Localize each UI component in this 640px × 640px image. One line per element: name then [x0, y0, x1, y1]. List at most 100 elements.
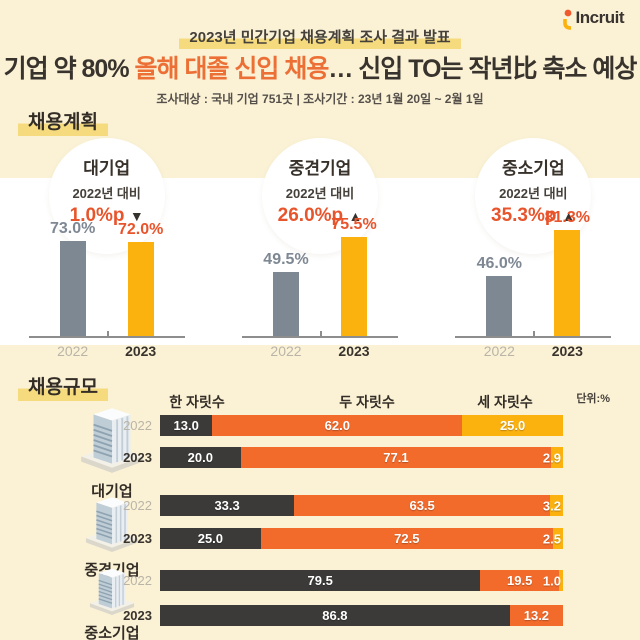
- segment-value: 33.3: [214, 498, 240, 513]
- bar-2023-group: 72.0%: [112, 221, 170, 337]
- segment-double-digit: 72.5: [260, 528, 553, 549]
- delta-value: 1.0%p ▼: [49, 205, 165, 227]
- company-label: 중소기업: [84, 625, 140, 640]
- stacked-bar: 79.5 19.5 1.0: [160, 570, 563, 591]
- segment-value: 2.9: [542, 450, 561, 465]
- row-year-label: 2022: [123, 418, 152, 433]
- plan-chart-badge: 대기업 2022년 대비 1.0%p ▼: [48, 138, 165, 254]
- x-axis: [241, 331, 398, 338]
- plan-chart-badge: 중견기업 2022년 대비 26.0%p ▲: [261, 138, 378, 254]
- segment-triple-digit: 2.5: [543, 528, 563, 549]
- stacked-bar: 33.3 63.5 3.2: [160, 495, 563, 516]
- delta-number: 26.0%p: [277, 205, 344, 226]
- segment-value: 13.2: [523, 608, 550, 623]
- segment-value: 13.0: [173, 418, 199, 433]
- segment-single-digit: 25.0: [160, 528, 261, 549]
- stacked-bar: 25.0 72.5 2.5: [160, 528, 563, 549]
- year-labels: 2022 2023: [44, 343, 170, 359]
- company-name: 중견기업: [288, 159, 352, 178]
- segment-single-digit: 13.0: [160, 415, 213, 436]
- compare-label: 2022년 대비: [285, 186, 355, 201]
- plan-chart-large-company: 대기업 2022년 대비 1.0%p ▼ 73.0% 72.0% 2022 20…: [0, 125, 213, 365]
- year-2022-label: 2022: [483, 343, 515, 359]
- scale-row-small-2023: 2023 86.8 13.2: [0, 605, 640, 626]
- axis-tick: [319, 331, 322, 337]
- segment-single-digit: 20.0: [160, 447, 241, 468]
- segment-value: 25.0: [499, 418, 526, 433]
- segment-single-digit: 79.5: [160, 570, 481, 591]
- title-prefix: 기업 약 80%: [3, 55, 135, 83]
- segment-value: 79.5: [307, 573, 333, 588]
- bar-value-label: 72.0%: [117, 220, 164, 238]
- plan-section-heading-text: 채용계획: [18, 112, 108, 136]
- compare-label: 2022년 대비: [72, 186, 141, 201]
- segment-triple-digit: 1.0: [543, 570, 563, 591]
- row-year-label: 2022: [123, 573, 152, 588]
- segment-single-digit: 86.8: [160, 605, 510, 626]
- column-header-triple-digit: 세 자릿수: [477, 394, 533, 410]
- bar-2022-group: 73.0%: [44, 220, 102, 337]
- segment-triple-digit: 3.2: [543, 495, 563, 516]
- segment-double-digit: 13.2: [509, 605, 563, 626]
- incruit-logo-text: Incruit: [575, 8, 625, 27]
- compare-label: 2022년 대비: [499, 186, 568, 201]
- delta-number: 1.0%p: [69, 205, 125, 226]
- bar-value-label: 49.5%: [263, 250, 309, 268]
- x-axis: [28, 331, 185, 338]
- delta-value: 26.0%p ▲: [262, 205, 378, 227]
- report-subtitle: 2023년 민간기업 채용계획 조사 결과 발표: [0, 26, 640, 49]
- report-subtitle-text: 2023년 민간기업 채용계획 조사 결과 발표: [179, 29, 461, 49]
- scale-row-small-2022: 2022 79.5 19.5 1.0: [0, 570, 640, 591]
- delta-number: 35.3%p: [491, 205, 557, 226]
- bar-value-label: 73.0%: [49, 219, 96, 237]
- segment-value: 86.8: [322, 608, 348, 623]
- scale-section-heading: 채용규모: [18, 372, 108, 401]
- segment-value: 3.2: [542, 498, 561, 513]
- company-name: 중소기업: [502, 159, 565, 178]
- segment-value: 25.0: [197, 531, 224, 546]
- bar-value-label: 46.0%: [476, 255, 522, 273]
- company-name: 대기업: [83, 159, 131, 178]
- company-group-small: 중소기업: [57, 564, 167, 640]
- row-year-label: 2023: [123, 450, 152, 465]
- bar-2023-group: 81.3%: [538, 209, 596, 337]
- delta-up-arrow-icon: ▲: [348, 208, 363, 224]
- plan-section-heading: 채용계획: [18, 107, 108, 136]
- stacked-bar: 13.0 62.0 25.0: [160, 415, 563, 436]
- plan-chart-badge: 중소기업 2022년 대비 35.3%p ▲: [475, 138, 592, 254]
- segment-triple-digit: 2.9: [543, 447, 563, 468]
- bar-2022-rect: [272, 271, 299, 337]
- scale-row-midsize-2023: 2023 25.0 72.5 2.5: [0, 528, 640, 549]
- segment-single-digit: 33.3: [160, 495, 295, 516]
- title-suffix: … 신입 TO는 작년比 축소 예상: [328, 55, 637, 83]
- segment-column-headers: 한 자릿수 두 자릿수 세 자릿수: [165, 392, 568, 410]
- segment-double-digit: 77.1: [240, 447, 552, 468]
- scale-section-heading-text: 채용규모: [18, 377, 108, 401]
- column-header-double-digit: 두 자릿수: [339, 394, 395, 410]
- stacked-bar: 20.0 77.1 2.9: [160, 447, 563, 468]
- segment-value: 63.5: [409, 498, 435, 513]
- survey-info: 조사대상 : 국내 기업 751곳 | 조사기간 : 23년 1월 20일 ~ …: [156, 92, 484, 106]
- year-2023-label: 2023: [125, 343, 157, 359]
- axis-tick: [533, 331, 536, 337]
- scale-row-large-2023: 2023 20.0 77.1 2.9: [0, 447, 640, 468]
- row-year-label: 2022: [123, 498, 152, 513]
- bar-2023-rect: [554, 229, 581, 337]
- incruit-logo: Incruit: [561, 8, 625, 33]
- bar-2023-group: 75.5%: [325, 216, 383, 337]
- year-2022-label: 2022: [270, 343, 302, 359]
- unit-label: 단위:%: [576, 393, 610, 405]
- main-title: 기업 약 80% 올해 대졸 신입 채용… 신입 TO는 작년比 축소 예상: [0, 49, 640, 85]
- segment-value: 19.5: [507, 573, 533, 588]
- stacked-bar: 86.8 13.2: [160, 605, 563, 626]
- segment-double-digit: 19.5: [480, 570, 559, 591]
- company-group-large: 대기업: [57, 402, 167, 501]
- plan-chart-small-company: 중소기업 2022년 대비 35.3%p ▲ 46.0% 81.3% 2022 …: [427, 125, 640, 365]
- segment-triple-digit: 25.0: [462, 415, 563, 436]
- segment-value: 2.5: [542, 531, 561, 546]
- bar-2022-rect: [486, 276, 513, 337]
- company-label: 대기업: [91, 483, 133, 500]
- delta-up-arrow-icon: ▲: [561, 208, 576, 224]
- row-year-label: 2023: [123, 608, 152, 623]
